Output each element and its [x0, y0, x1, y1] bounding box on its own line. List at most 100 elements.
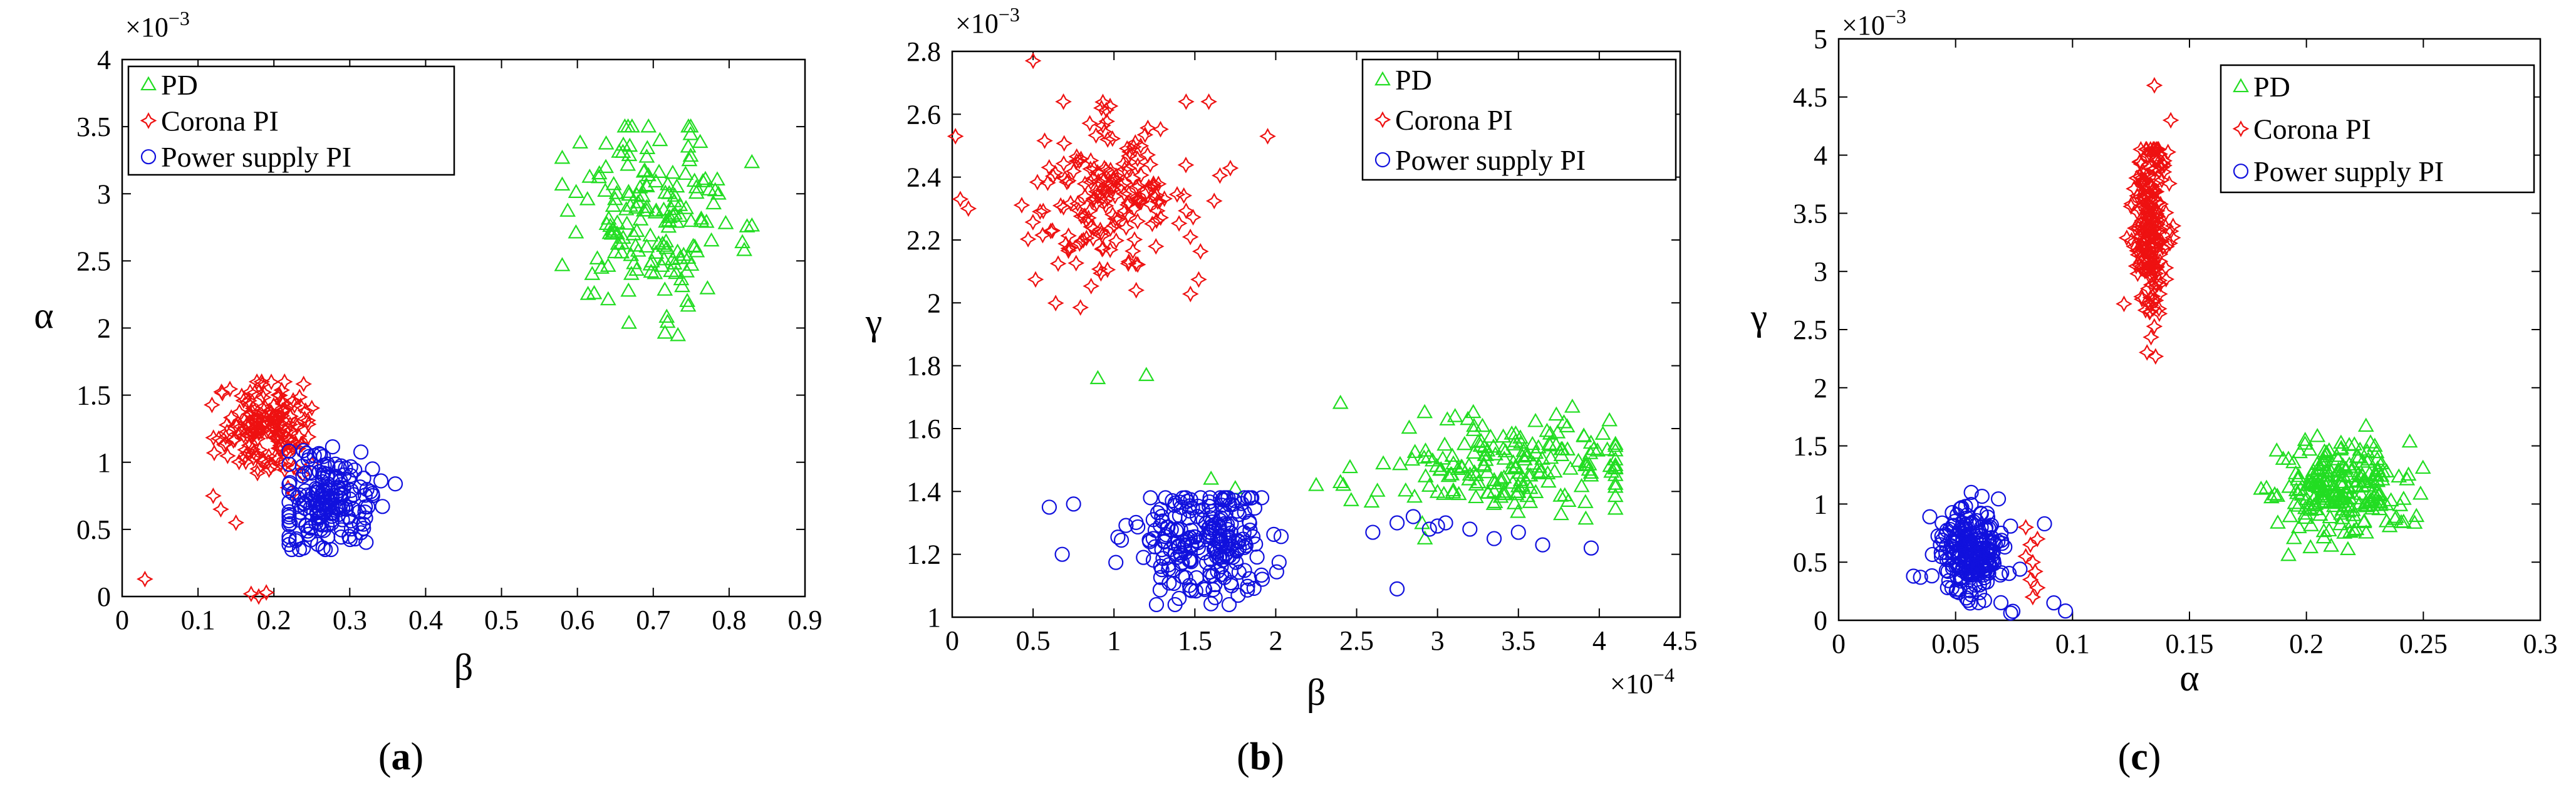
data-point: [249, 464, 266, 482]
data-point: [2287, 494, 2303, 509]
data-point: [591, 169, 607, 184]
data-point: [568, 184, 584, 199]
x-tick-label: 0: [945, 625, 959, 656]
data-point: [259, 454, 277, 471]
legend-label: Power supply PI: [161, 141, 351, 173]
data-point: [1552, 487, 1569, 502]
data-point: [2412, 485, 2429, 500]
data-point: [343, 521, 360, 537]
data-point: [2358, 524, 2374, 539]
data-point: [1549, 424, 1566, 439]
data-point: [256, 415, 273, 432]
data-point: [657, 325, 673, 339]
data-point: [1185, 500, 1200, 516]
y-axis-multiplier: ×10−3: [125, 7, 190, 43]
data-point: [1058, 174, 1076, 190]
data-point: [1510, 504, 1526, 518]
data-point: [1081, 115, 1098, 132]
data-point: [1182, 285, 1199, 303]
data-point: [1472, 437, 1489, 452]
data-point: [1369, 482, 1386, 497]
data-point: [253, 373, 270, 390]
data-point: [1517, 447, 1534, 462]
y-axis-multiplier-exponent: −3: [1885, 5, 1906, 28]
data-point: [1221, 597, 1237, 613]
data-point: [1570, 452, 1587, 467]
data-point: [2366, 437, 2383, 452]
data-point: [1076, 175, 1094, 192]
legend: PD Corona PI Power supply PI: [127, 65, 455, 176]
data-point: [1990, 491, 2007, 507]
data-point: [1332, 474, 1349, 489]
data-point: [638, 238, 655, 253]
data-point: [632, 211, 649, 226]
data-point: [682, 118, 699, 133]
data-point: [1942, 542, 1958, 558]
x-tick-label: 1.5: [1178, 625, 1212, 656]
data-point: [1492, 472, 1509, 487]
data-point: [266, 412, 283, 430]
data-point: [1163, 542, 1178, 558]
data-point-outlier: [952, 190, 969, 208]
data-point: [579, 286, 596, 300]
data-point-outlier: [2017, 548, 2034, 565]
data-point: [268, 429, 286, 447]
data-point: [1019, 231, 1037, 248]
data-point: [365, 487, 380, 504]
data-point: [600, 210, 617, 225]
data-point: [697, 170, 714, 185]
data-point: [1542, 449, 1559, 464]
data-point: [310, 536, 326, 552]
data-point: [2330, 461, 2347, 476]
x-tick-label: 0.8: [712, 605, 746, 635]
data-point: [1124, 242, 1141, 260]
data-point: [1940, 563, 1956, 579]
data-point-outlier: [1510, 524, 1526, 540]
data-point: [1178, 93, 1195, 110]
data-point: [620, 184, 637, 198]
data-point: [1945, 560, 1960, 576]
y-axis-multiplier-exponent: −3: [169, 7, 190, 29]
data-point: [297, 402, 314, 419]
data-point: [648, 202, 665, 217]
data-point: [1450, 486, 1467, 501]
series-corona-pi: [137, 373, 321, 605]
data-point: [621, 147, 638, 162]
y-tick-label: 1.8: [906, 351, 941, 382]
x-axis-title: β: [1307, 672, 1326, 713]
data-point: [1487, 494, 1504, 508]
data-point: [1527, 412, 1544, 427]
data-point: [658, 233, 675, 248]
data-point: [2399, 471, 2416, 486]
data-point: [1476, 456, 1493, 471]
data-point: [2320, 522, 2337, 537]
data-point: [554, 257, 571, 271]
y-tick-label: 5: [1814, 24, 1827, 55]
x-tick-label: 0.25: [2399, 628, 2448, 659]
data-point: [1935, 533, 1951, 548]
data-point-outlier: [1438, 515, 1453, 531]
data-point: [1456, 435, 1473, 451]
data-point: [1445, 455, 1462, 470]
data-point: [1146, 189, 1163, 206]
data-point: [301, 465, 317, 481]
data-point: [608, 185, 625, 199]
data-point: [1220, 490, 1236, 506]
x-tick-label: 0.3: [2523, 628, 2558, 659]
data-point: [625, 226, 642, 241]
data-point: [1068, 152, 1086, 170]
data-point: [643, 253, 660, 268]
data-point: [216, 436, 233, 454]
data-point: [318, 541, 333, 558]
data-point-outlier: [2024, 588, 2042, 606]
data-point: [1132, 137, 1150, 155]
data-point: [303, 504, 318, 521]
legend-marker: [2233, 78, 2249, 93]
data-point: [1944, 580, 1960, 596]
data-point-outlier: [2029, 530, 2046, 548]
data-point: [1392, 456, 1408, 471]
data-point: [605, 175, 622, 190]
data-point: [343, 482, 359, 498]
data-point: [2297, 509, 2314, 524]
data-point: [655, 201, 672, 216]
